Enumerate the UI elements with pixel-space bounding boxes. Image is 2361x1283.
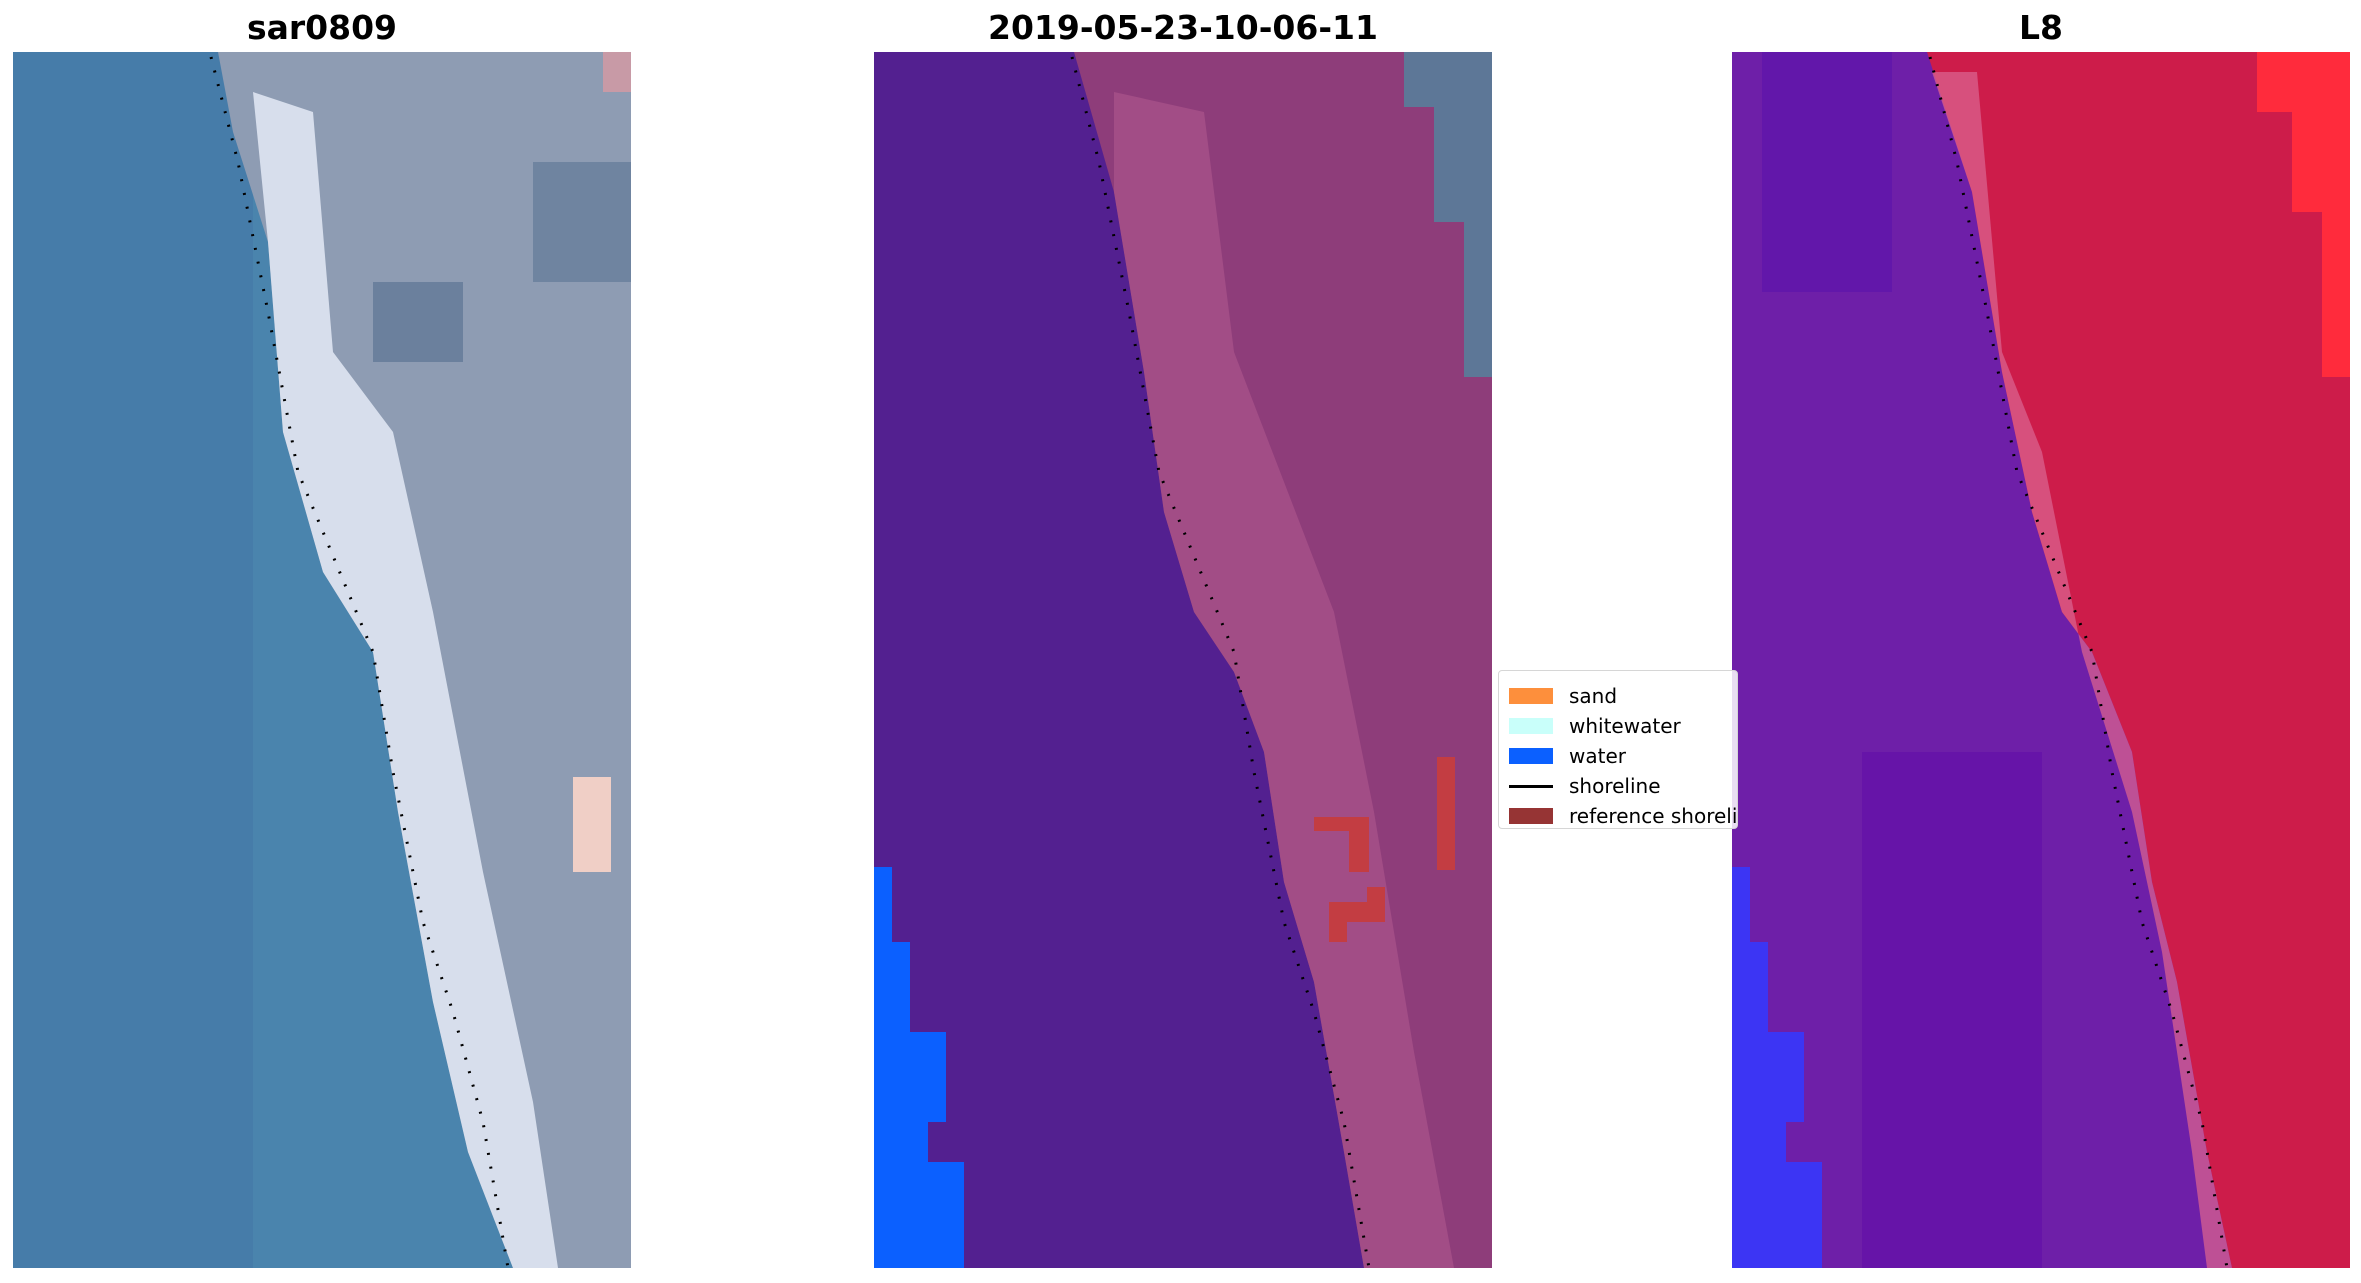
classified-image-panel [874,52,1492,1268]
panel-title-rgb: sar0809 [246,8,398,47]
legend-label: whitewater [1569,714,1681,738]
l8-image-panel [1732,52,2350,1268]
legend-label: water [1569,744,1626,768]
l8-image [1732,52,2350,1268]
legend: sand whitewater water shoreline referenc… [1498,670,1738,829]
rgb-image-panel [13,52,631,1268]
panel-title-l8: L8 [2019,8,2063,47]
sand-swatch [1509,688,1553,704]
rgb-image [13,52,631,1268]
reference-shoreline-swatch [1509,808,1553,824]
legend-item-reference-shoreline: reference shoreline [1509,801,1738,828]
legend-item-whitewater: whitewater [1509,711,1737,741]
shoreline-swatch [1509,784,1553,788]
legend-label: sand [1569,684,1618,708]
whitewater-swatch [1509,718,1553,734]
classified-image [874,52,1492,1268]
legend-item-water: water [1509,741,1737,771]
legend-label: reference shoreline [1569,804,1738,828]
water-swatch [1509,748,1553,764]
panel-title-classified: 2019-05-23-10-06-11 [988,8,1378,47]
legend-item-sand: sand [1509,681,1737,711]
legend-item-shoreline: shoreline [1509,771,1737,801]
legend-label: shoreline [1569,774,1661,798]
